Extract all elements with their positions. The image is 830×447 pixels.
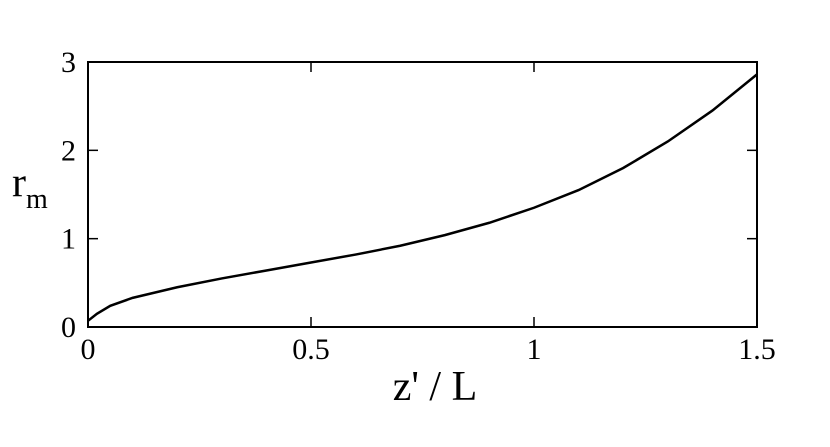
y-tick-label: 3 [61, 46, 76, 79]
x-tick-label: 0.5 [292, 333, 330, 366]
y-tick-label: 1 [61, 223, 76, 256]
x-tick-label: 1.5 [738, 333, 776, 366]
plot-frame [87, 61, 758, 328]
x-tick-label: 0 [81, 333, 96, 366]
data-line [87, 73, 758, 322]
x-axis-label: z' / L [393, 364, 478, 410]
y-axis-label-base: r [12, 160, 26, 206]
y-tick-label: 2 [61, 134, 76, 167]
y-axis-label-sub: m [26, 184, 48, 215]
y-tick-label: 0 [61, 311, 76, 344]
y-axis-label: rm [12, 160, 48, 215]
x-tick-label: 1 [527, 333, 542, 366]
